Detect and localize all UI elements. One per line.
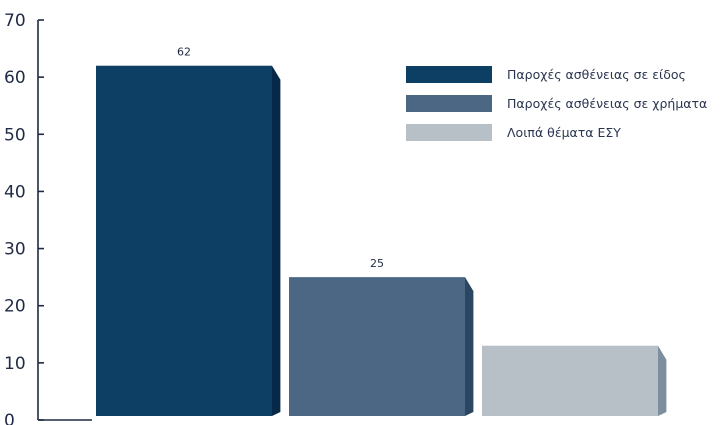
y-tick-label: 20 <box>4 297 26 317</box>
bar-side <box>465 277 474 416</box>
legend-swatch <box>406 124 492 141</box>
y-tick-label: 0 <box>4 411 15 425</box>
y-tick-label: 10 <box>4 354 26 374</box>
y-tick-label: 50 <box>4 125 26 145</box>
bar-side <box>272 65 281 416</box>
bar <box>482 345 658 416</box>
bar <box>289 277 465 416</box>
y-tick-label: 60 <box>4 68 26 88</box>
legend-label: Παροχές ασθένειας σε χρήματα <box>507 96 707 111</box>
bar-value-label: 62 <box>177 46 191 59</box>
legend-swatch <box>406 95 492 112</box>
bar-value-label: 25 <box>370 257 384 270</box>
bar-side <box>658 345 667 416</box>
legend-label: Παροχές ασθένειας σε είδος <box>507 67 686 82</box>
y-tick-label: 70 <box>4 11 26 31</box>
y-tick-label: 40 <box>4 182 26 202</box>
legend-swatch <box>406 66 492 83</box>
bar <box>96 65 272 416</box>
legend-label: Λοιπά θέματα ΕΣΥ <box>507 125 621 140</box>
y-tick-label: 30 <box>4 240 26 260</box>
